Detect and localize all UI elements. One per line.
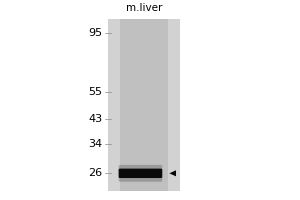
Bar (108, 19, 180, 191)
Text: 26: 26 (88, 168, 102, 178)
FancyBboxPatch shape (118, 169, 162, 178)
Text: m.liver: m.liver (126, 3, 162, 13)
Polygon shape (169, 170, 176, 176)
Text: 95: 95 (88, 28, 102, 38)
Bar (120, 19, 168, 191)
FancyBboxPatch shape (118, 165, 162, 182)
Text: 43: 43 (88, 114, 102, 124)
Text: 55: 55 (88, 87, 102, 97)
Text: 34: 34 (88, 139, 102, 149)
